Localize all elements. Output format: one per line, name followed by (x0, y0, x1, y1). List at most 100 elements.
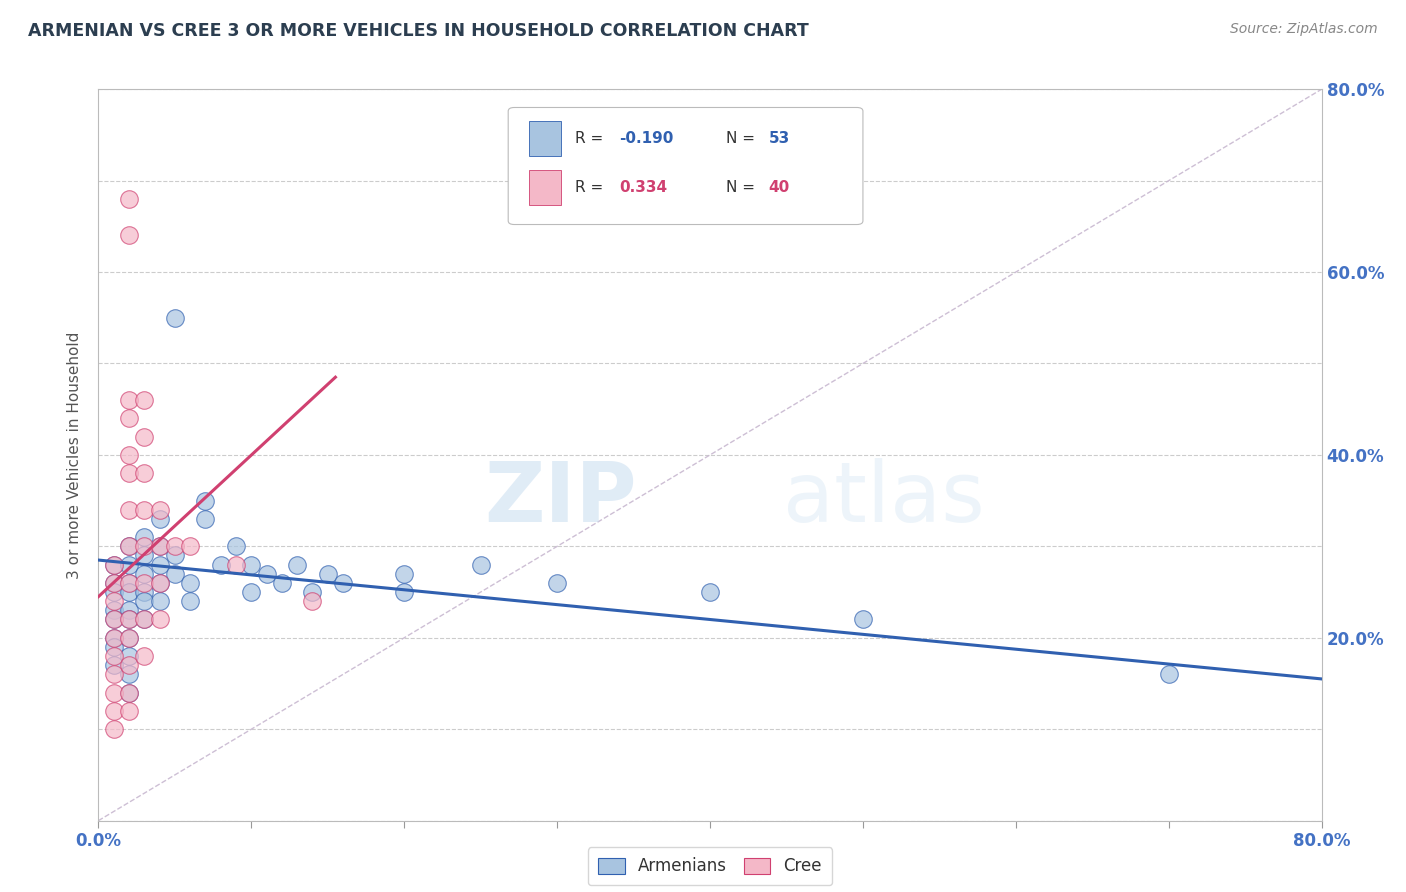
Point (285, 558, 308, 572)
Point (103, 585, 125, 599)
Point (118, 411, 141, 425)
Point (118, 704, 141, 718)
Text: N =: N = (725, 131, 759, 146)
Point (134, 530, 156, 544)
Point (118, 576, 141, 591)
Point (118, 603, 141, 617)
Text: Source: ZipAtlas.com: Source: ZipAtlas.com (1230, 22, 1378, 37)
Point (134, 549, 156, 563)
Point (149, 502, 172, 516)
Point (225, 539, 247, 553)
Point (316, 566, 339, 581)
Point (103, 723, 125, 737)
Point (149, 558, 172, 572)
Point (149, 594, 172, 608)
Point (103, 640, 125, 654)
Point (225, 558, 247, 572)
Point (240, 558, 263, 572)
Point (118, 613, 141, 627)
Point (546, 576, 568, 591)
Point (118, 448, 141, 462)
Point (118, 192, 141, 206)
Point (134, 539, 156, 553)
Point (392, 585, 416, 599)
Point (149, 512, 172, 526)
Point (118, 539, 141, 553)
Point (179, 576, 201, 591)
Point (194, 512, 217, 526)
Point (118, 613, 141, 627)
Point (118, 585, 141, 599)
Point (134, 576, 156, 591)
Point (134, 502, 156, 516)
Point (134, 430, 156, 444)
Point (149, 613, 172, 627)
Point (149, 539, 172, 553)
Point (103, 576, 125, 591)
Point (194, 493, 217, 508)
Point (163, 310, 186, 325)
Text: 53: 53 (769, 131, 790, 146)
FancyBboxPatch shape (529, 170, 561, 205)
Text: 0.334: 0.334 (620, 180, 668, 195)
Point (301, 585, 323, 599)
Point (118, 576, 141, 591)
Text: ARMENIAN VS CREE 3 OR MORE VEHICLES IN HOUSEHOLD CORRELATION CHART: ARMENIAN VS CREE 3 OR MORE VEHICLES IN H… (28, 22, 808, 40)
Point (134, 649, 156, 664)
Point (149, 576, 172, 591)
Point (163, 549, 186, 563)
Point (103, 685, 125, 699)
Text: -0.190: -0.190 (620, 131, 673, 146)
Point (103, 631, 125, 645)
Text: ZIP: ZIP (484, 458, 637, 540)
Point (256, 566, 278, 581)
Point (149, 539, 172, 553)
Point (301, 594, 323, 608)
Point (179, 594, 201, 608)
Point (118, 658, 141, 673)
Point (118, 392, 141, 407)
Y-axis label: 3 or more Vehicles in Household: 3 or more Vehicles in Household (67, 331, 83, 579)
Text: R =: R = (575, 131, 609, 146)
Point (118, 685, 141, 699)
Legend: Armenians, Cree: Armenians, Cree (588, 847, 832, 886)
Point (270, 576, 292, 591)
Point (103, 603, 125, 617)
Point (852, 613, 875, 627)
Point (118, 466, 141, 480)
Point (179, 539, 201, 553)
Point (332, 576, 354, 591)
Point (103, 558, 125, 572)
Point (163, 539, 186, 553)
Point (470, 558, 492, 572)
Point (103, 631, 125, 645)
Point (103, 704, 125, 718)
Point (149, 576, 172, 591)
Point (118, 649, 141, 664)
Point (134, 566, 156, 581)
FancyBboxPatch shape (529, 121, 561, 156)
Point (103, 576, 125, 591)
Point (103, 658, 125, 673)
Text: atlas: atlas (783, 458, 986, 540)
Point (134, 466, 156, 480)
Point (118, 685, 141, 699)
Point (103, 613, 125, 627)
Text: 40: 40 (769, 180, 790, 195)
Point (134, 594, 156, 608)
Point (163, 566, 186, 581)
Point (134, 613, 156, 627)
Point (392, 566, 416, 581)
Point (103, 649, 125, 664)
Text: R =: R = (575, 180, 609, 195)
Point (103, 594, 125, 608)
Point (1157, 667, 1180, 681)
Text: N =: N = (725, 180, 759, 195)
Point (118, 631, 141, 645)
Point (118, 539, 141, 553)
Point (134, 392, 156, 407)
Point (118, 558, 141, 572)
Point (118, 631, 141, 645)
Point (103, 667, 125, 681)
Point (209, 558, 232, 572)
